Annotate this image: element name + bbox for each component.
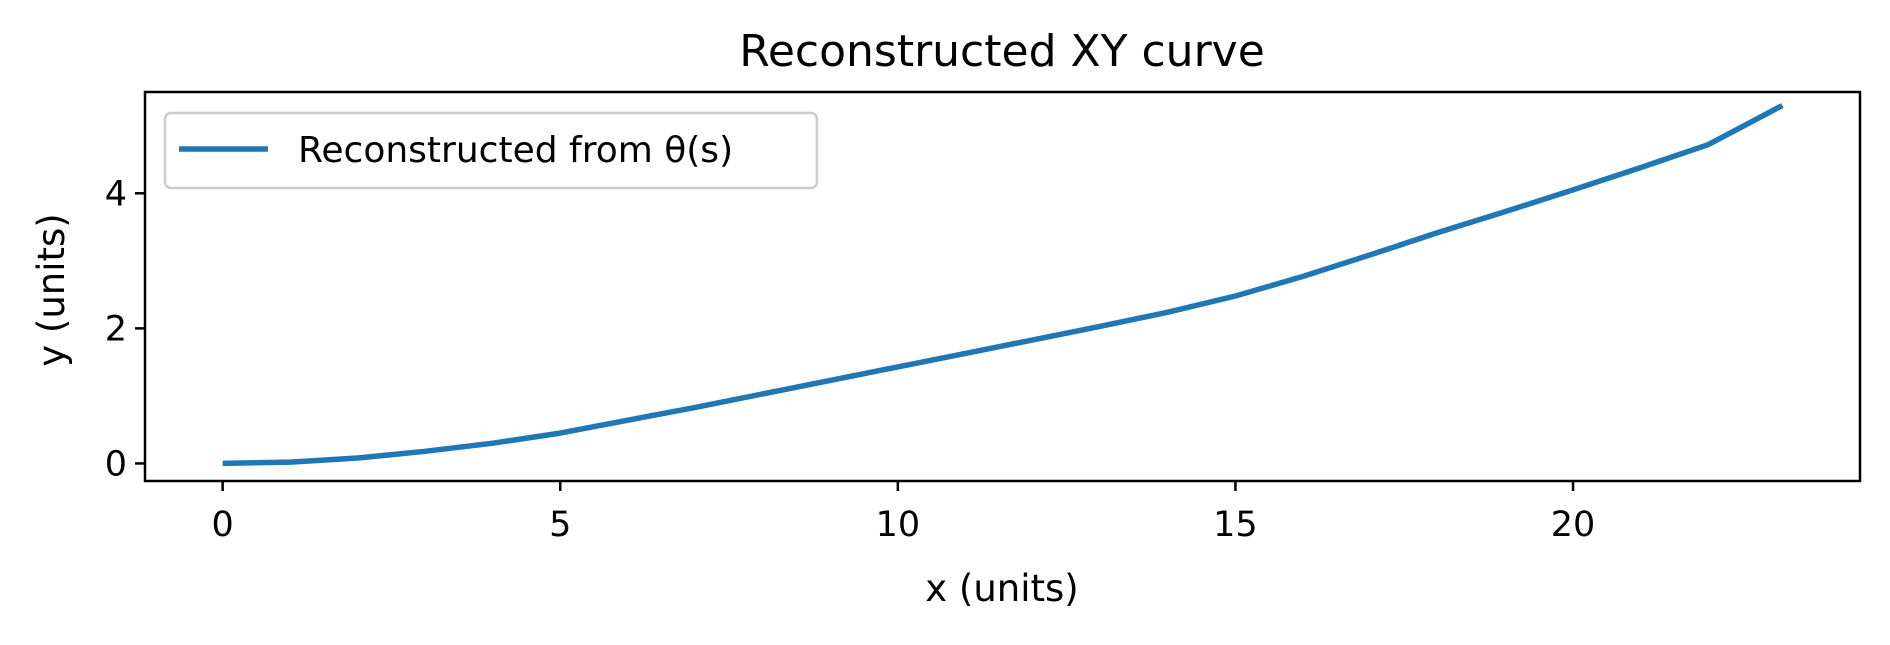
plot-area: 0 5 10 15 20 0 2 4 bbox=[105, 90, 1862, 545]
x-tick-label: 5 bbox=[549, 505, 571, 545]
x-tick-label: 10 bbox=[876, 505, 921, 545]
y-axis-label: y (units) bbox=[30, 213, 73, 367]
x-axis: 0 5 10 15 20 bbox=[212, 481, 1596, 545]
y-tick-label: 4 bbox=[105, 174, 127, 214]
y-tick-label: 2 bbox=[105, 309, 127, 349]
legend-label: Reconstructed from θ(s) bbox=[298, 130, 733, 171]
chart-title: Reconstructed XY curve bbox=[739, 26, 1265, 77]
x-tick-label: 20 bbox=[1551, 505, 1596, 545]
y-tick-label: 0 bbox=[105, 444, 127, 484]
series-layer bbox=[222, 103, 1784, 467]
x-axis-label: x (units) bbox=[925, 567, 1079, 610]
x-tick-label: 0 bbox=[212, 505, 234, 545]
y-axis: 0 2 4 bbox=[105, 174, 145, 484]
series-line-0 bbox=[222, 103, 1784, 467]
legend: Reconstructed from θ(s) bbox=[163, 111, 819, 190]
x-tick-label: 15 bbox=[1213, 505, 1258, 545]
legend-box bbox=[163, 111, 819, 190]
plot-frame bbox=[143, 90, 1862, 483]
